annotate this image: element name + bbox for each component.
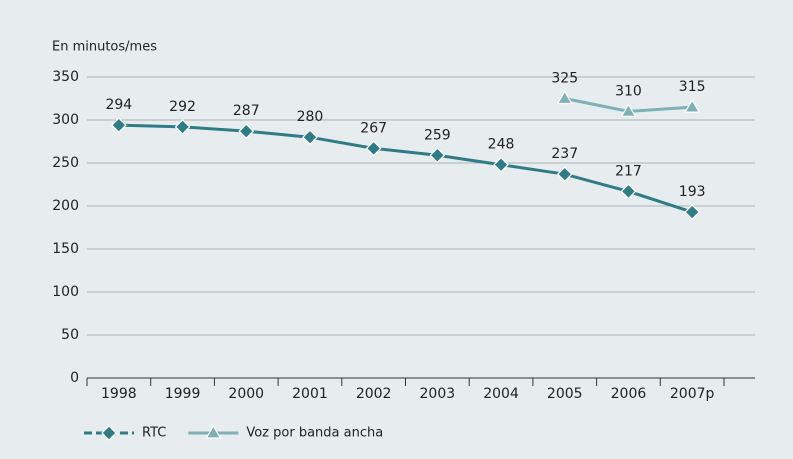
marker — [205, 424, 222, 439]
x-tick-label: 2005 — [547, 386, 583, 402]
data-label: 294 — [105, 97, 132, 113]
marker — [684, 98, 701, 113]
x-tick-label: 1998 — [101, 386, 137, 402]
x-tick-label: 2007p — [670, 386, 715, 402]
data-label: 292 — [169, 99, 196, 115]
data-label: 325 — [551, 71, 578, 87]
y-tick-label: 0 — [70, 370, 79, 386]
y-tick-label: 100 — [52, 284, 79, 300]
marker — [238, 123, 255, 140]
marker — [556, 166, 573, 183]
x-tick-label: 2000 — [228, 386, 264, 402]
marker — [684, 204, 700, 220]
marker — [429, 147, 446, 164]
data-label: 267 — [360, 120, 387, 136]
x-tick-label: 2004 — [483, 386, 519, 402]
marker — [101, 425, 117, 441]
marker — [302, 129, 318, 146]
data-label: 310 — [615, 83, 642, 99]
marker — [174, 119, 191, 135]
y-tick-label: 50 — [61, 327, 79, 343]
data-label: 287 — [233, 103, 260, 119]
data-label: 248 — [488, 137, 515, 153]
legend-label: Voz por banda ancha — [246, 426, 383, 441]
y-tick-label: 150 — [52, 241, 79, 257]
marker — [620, 183, 637, 200]
y-tick-label: 250 — [52, 155, 79, 171]
y-tick-label: 350 — [52, 69, 79, 85]
series-line — [118, 123, 693, 214]
x-tick-label: 1999 — [165, 386, 201, 402]
data-label: 280 — [297, 109, 324, 125]
x-tick-label: 2003 — [420, 386, 456, 402]
marker — [365, 140, 382, 157]
marker — [556, 90, 573, 105]
marker — [620, 103, 637, 117]
x-tick-label: 2006 — [611, 386, 647, 402]
data-label: 193 — [679, 184, 706, 200]
x-tick-label: 2002 — [356, 386, 392, 402]
y-tick-label: 200 — [52, 198, 79, 214]
x-tick-label: 2001 — [292, 386, 328, 402]
marker — [493, 156, 509, 173]
data-label: 259 — [424, 127, 451, 143]
y-tick-label: 300 — [52, 112, 79, 128]
y-axis-label: En minutos/mes — [52, 40, 157, 55]
legend-label: RTC — [142, 426, 166, 441]
data-label: 217 — [615, 163, 642, 179]
marker — [111, 117, 127, 134]
data-label: 237 — [551, 146, 578, 162]
data-label: 315 — [679, 79, 706, 95]
